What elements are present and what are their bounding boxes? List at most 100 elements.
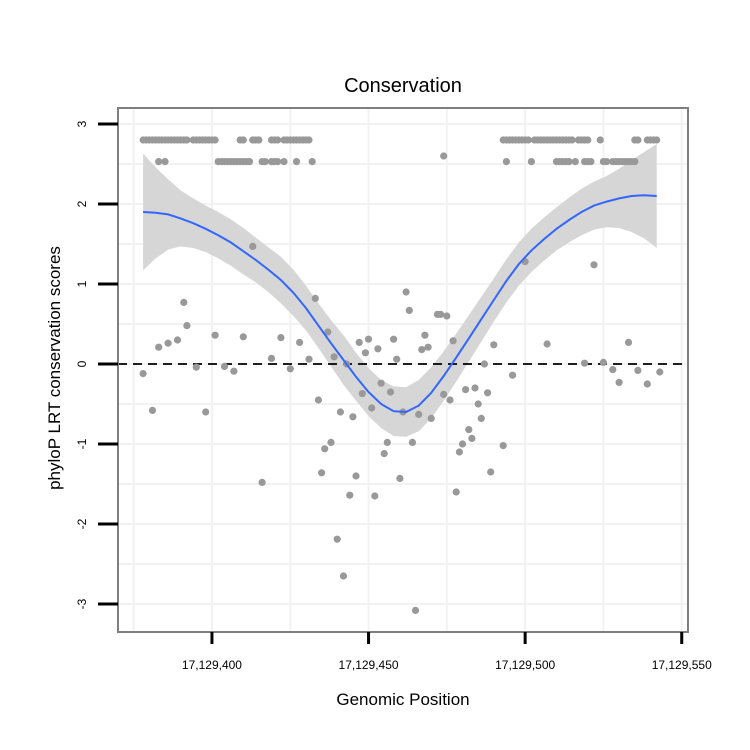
data-point [371,492,379,500]
data-point [402,288,410,296]
data-point [139,370,147,378]
data-point [484,389,492,397]
data-point [465,426,473,434]
data-point [239,136,247,144]
data-point [596,136,604,144]
data-point [615,378,623,386]
data-point [255,136,263,144]
data-point [634,136,642,144]
y-tick-label: 2 [75,200,89,207]
data-point [631,158,639,166]
data-point [192,363,200,371]
y-tick-label: 1 [75,280,89,287]
data-point [418,346,426,354]
data-point [383,438,391,446]
data-point [396,474,404,482]
data-point [305,136,313,144]
data-point [261,158,269,166]
y-axis-label: phyloP LRT conservation scores [45,246,64,490]
data-point [581,359,589,367]
data-point [480,360,488,368]
data-point [258,478,266,486]
data-point [374,345,382,353]
x-axis-label: Genomic Position [336,690,469,709]
data-point [380,450,388,458]
data-point [355,338,363,346]
data-point [499,442,507,450]
x-tick-label: 17,129,450 [339,658,399,672]
data-point [609,366,617,374]
data-point [524,136,532,144]
y-tick-label: -2 [75,518,89,529]
data-point [361,349,369,357]
data-point [568,136,576,144]
data-point [305,355,313,363]
data-point [474,400,482,408]
plot-panel-border [117,107,689,633]
x-axis: 17,129,400 17,129,450 17,129,500 17,129,550 [182,632,712,672]
data-point [634,366,642,374]
data-point [277,334,285,342]
data-point [487,468,495,476]
data-point [565,158,573,166]
data-point [458,440,467,448]
data-point [408,438,416,446]
data-point [455,448,463,456]
data-point [405,306,413,314]
data-point [421,331,429,339]
data-point [202,408,210,416]
x-tick-label: 17,129,500 [495,658,555,672]
data-point [643,380,651,388]
data-point [393,355,401,363]
data-point [437,310,445,318]
data-point [173,336,182,344]
data-point [333,535,341,543]
data-point [274,136,282,144]
data-point [308,158,316,166]
data-point [183,322,191,330]
data-point [230,367,238,375]
data-point [427,414,435,422]
data-point [490,341,498,349]
smooth-fit-line [143,194,657,414]
y-tick-label: 0 [75,360,89,367]
data-point [415,410,423,418]
data-point [653,136,661,144]
data-point [324,328,332,336]
data-point [584,136,592,144]
data-point [603,158,611,166]
data-point [508,371,517,379]
data-point [318,469,326,477]
data-point [468,434,476,442]
data-point [180,298,188,306]
data-point [211,136,219,144]
data-point [336,408,344,416]
y-axis: -3 -2 -1 0 1 2 3 [75,120,118,609]
data-point [452,488,460,496]
data-point [440,152,448,160]
data-point [327,438,335,446]
data-point [587,158,595,166]
data-point [364,335,373,343]
x-tick-label: 17,129,550 [652,658,712,672]
data-point [183,136,191,144]
data-point [346,491,354,499]
data-point [656,368,664,376]
data-point [386,388,395,396]
data-point [314,396,322,404]
data-point [449,337,457,345]
data-point [339,572,348,580]
data-point [274,158,282,166]
data-point [155,343,163,351]
data-point [249,242,257,250]
data-point [286,365,294,373]
data-point [368,404,376,412]
data-point [527,158,536,166]
data-point [411,606,420,615]
data-point [211,331,219,339]
data-point [440,390,448,398]
data-point [155,158,163,166]
data-point [590,261,598,269]
confidence-band [143,144,657,437]
data-point [571,158,579,166]
